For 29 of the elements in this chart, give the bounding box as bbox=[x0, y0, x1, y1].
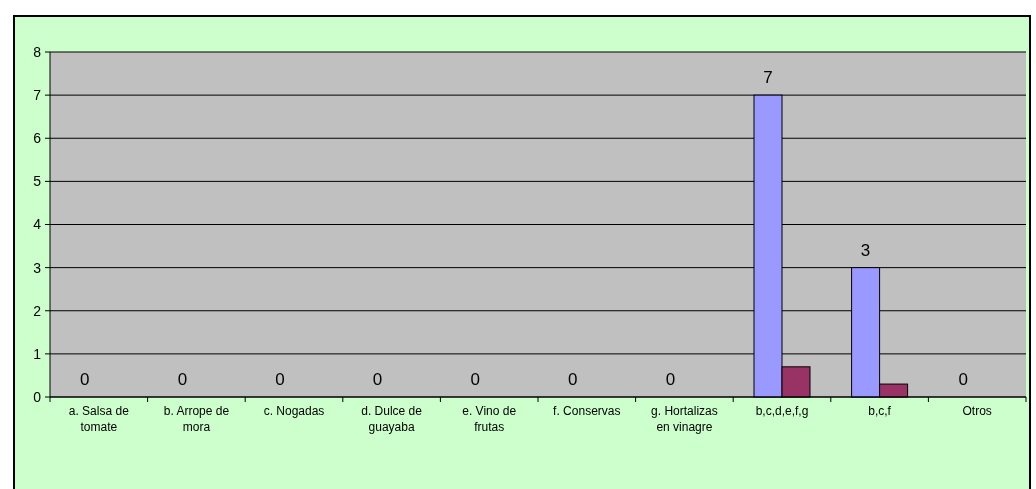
x-tick-label: b,c,f bbox=[868, 404, 892, 418]
x-tick-label: c. Nogadas bbox=[263, 404, 325, 418]
data-label: 0 bbox=[80, 370, 90, 389]
data-label: 3 bbox=[860, 240, 871, 260]
y-tick-label: 1 bbox=[33, 345, 42, 362]
data-label: 0 bbox=[958, 370, 968, 389]
x-tick-label: b. Arrope de mora bbox=[163, 404, 230, 434]
data-label: 0 bbox=[665, 370, 676, 389]
y-tick-label: 8 bbox=[33, 43, 42, 60]
x-tick-label: Otros bbox=[962, 404, 992, 418]
x-tick-label: b,c,d,e,f,g bbox=[755, 404, 809, 418]
data-label: 0 bbox=[568, 370, 578, 389]
y-tick-label: 2 bbox=[33, 302, 42, 319]
data-label: 0 bbox=[372, 370, 383, 389]
y-tick-label: 7 bbox=[33, 87, 42, 104]
data-label: 0 bbox=[470, 370, 480, 389]
y-tick-label: 3 bbox=[33, 259, 42, 276]
x-tick-label: f. Conservas bbox=[553, 404, 621, 418]
x-tick-label: e. Vino de frutas bbox=[462, 404, 517, 434]
data-label: 0 bbox=[275, 370, 285, 389]
y-tick-label: 6 bbox=[33, 130, 42, 147]
x-tick-label: d. Dulce de guayaba bbox=[361, 404, 423, 434]
data-label: 0 bbox=[177, 370, 188, 389]
y-tick-label: 0 bbox=[33, 388, 42, 405]
x-tick-label: a. Salsa de tomate bbox=[68, 404, 130, 434]
y-tick-label: 4 bbox=[33, 216, 42, 233]
x-tick-label: g. Hortalizas en vinagre bbox=[651, 404, 718, 434]
y-tick-label: 5 bbox=[33, 173, 42, 190]
data-label: 7 bbox=[763, 68, 773, 88]
